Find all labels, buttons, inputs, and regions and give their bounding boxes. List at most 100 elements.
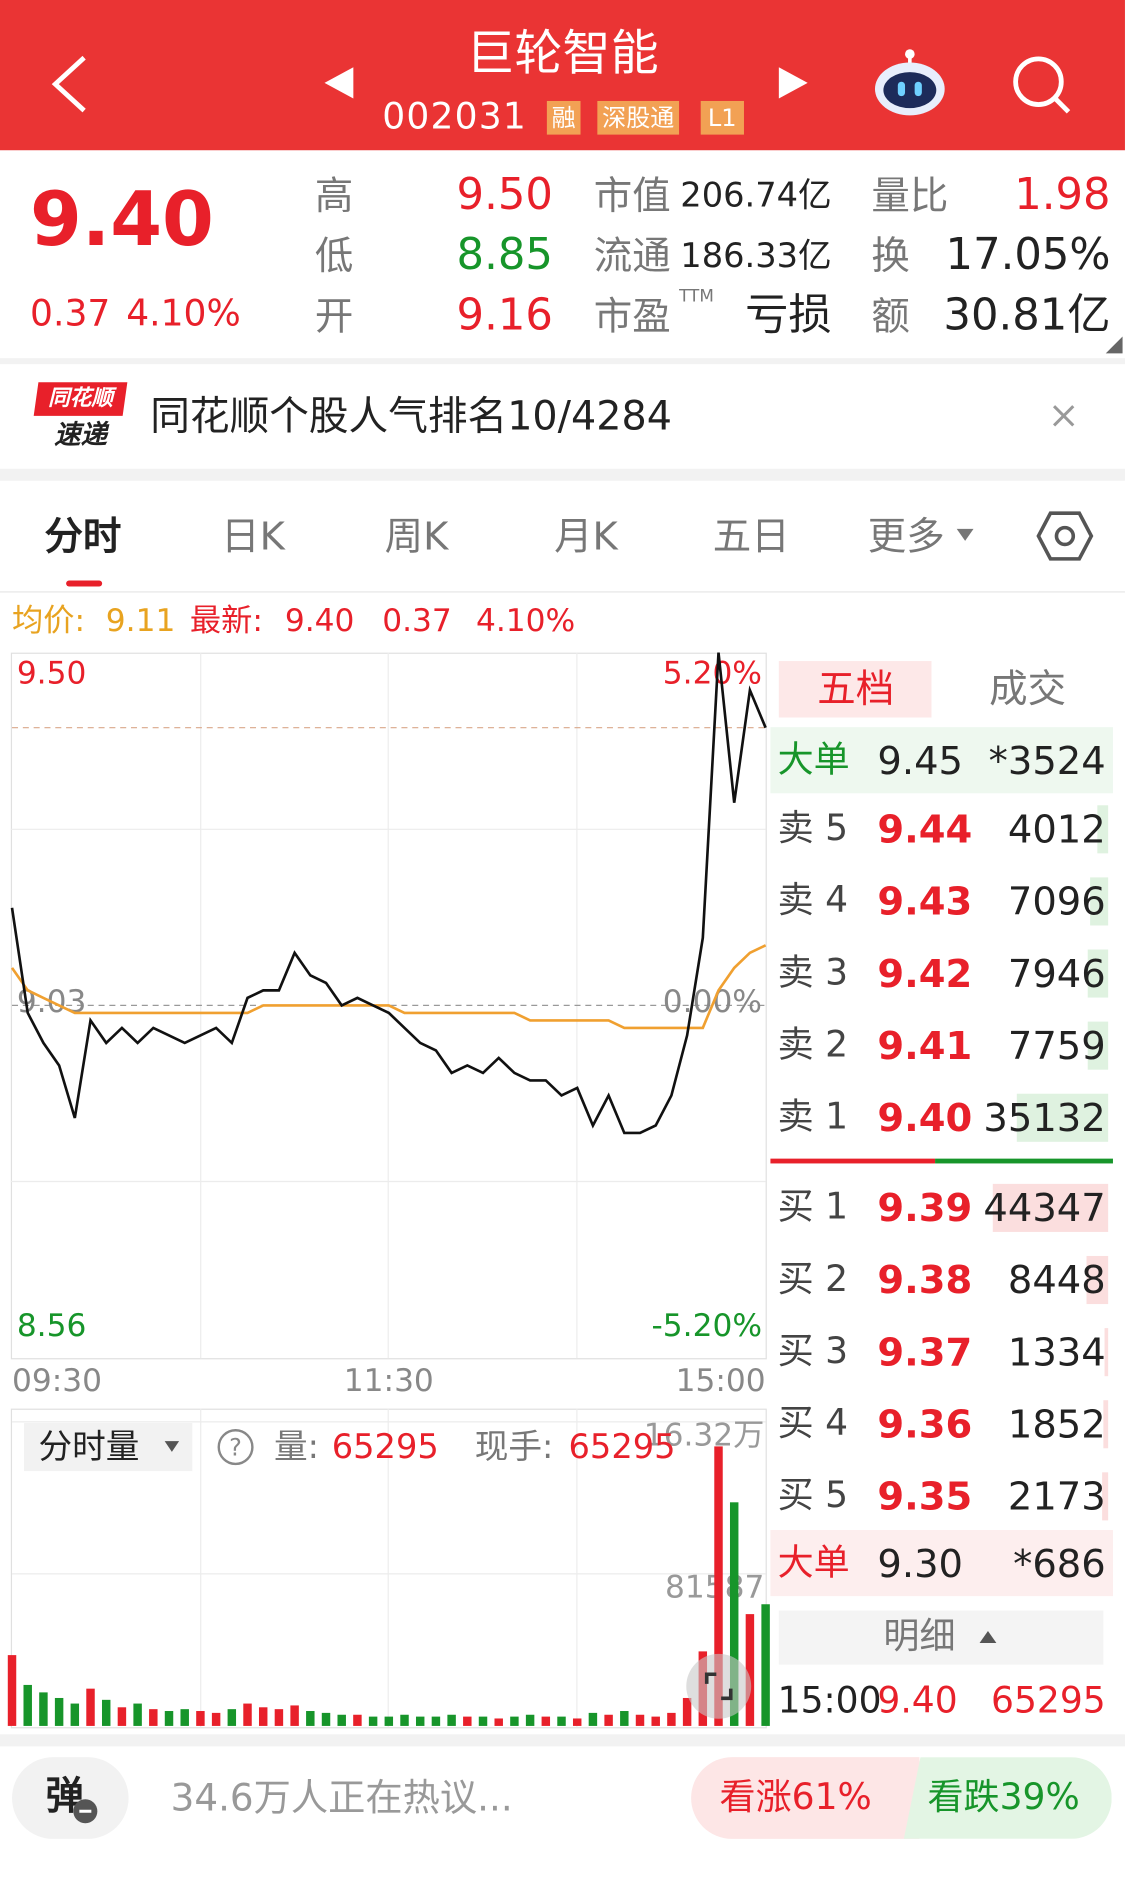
volume-bar — [290, 1705, 299, 1726]
help-icon[interactable]: ? — [216, 1428, 254, 1466]
x-tick-label: 11:30 — [344, 1363, 434, 1399]
book-label: 买 3 — [777, 1330, 849, 1373]
stat-value: 亏损 — [745, 290, 832, 341]
banner-text[interactable]: 同花顺个股人气排名10/4284 — [150, 392, 672, 440]
volume-bar — [117, 1707, 127, 1726]
volume-bar — [1104, 1328, 1109, 1377]
book-volume: 2173 — [1007, 1473, 1106, 1520]
divider — [0, 358, 1125, 365]
bear-label[interactable]: 看跌39% — [927, 1776, 1080, 1819]
stat-label: 低 — [314, 233, 354, 279]
latest-label: 最新: — [189, 603, 263, 640]
fullscreen-button[interactable] — [685, 1653, 752, 1720]
volume-bar — [510, 1716, 519, 1726]
volume-bar — [651, 1716, 660, 1726]
volume-label: 量: — [274, 1426, 320, 1467]
divider — [0, 591, 1125, 593]
volume-bar — [604, 1714, 613, 1726]
y-tick-label: 8.56 — [17, 1308, 87, 1344]
y-tick-label: 16.32万 — [644, 1417, 765, 1453]
tag: 深股通 — [597, 100, 680, 135]
book-tab[interactable]: 五档 — [817, 665, 895, 712]
expand-corner[interactable] — [1103, 334, 1125, 356]
discussion[interactable]: 34.6万人正在热议... — [170, 1777, 513, 1821]
tab[interactable]: 月K — [554, 513, 618, 559]
hand-value: 65295 — [568, 1426, 676, 1467]
book-label: 买 4 — [777, 1402, 849, 1445]
volume-bar — [321, 1712, 331, 1726]
volume-bar — [258, 1707, 268, 1726]
stat-label: 量比 — [871, 173, 949, 219]
stat-value: 17.05% — [945, 230, 1111, 281]
stat-sup: TTM — [679, 287, 714, 307]
book-volume: 4012 — [1007, 806, 1106, 853]
volume-bar — [557, 1716, 566, 1726]
tab[interactable]: 更多 — [867, 513, 945, 559]
stat-label: 市盈 — [593, 293, 671, 339]
book-price: 9.30 — [877, 1540, 964, 1587]
next-stock[interactable] — [776, 65, 810, 101]
settings-button[interactable] — [1036, 510, 1094, 563]
danmaku-off — [73, 1799, 98, 1824]
change: 0.37 — [30, 293, 111, 336]
stat-label: 开 — [314, 293, 354, 339]
stat-value: 1.98 — [1014, 170, 1111, 220]
help-glyph: ? — [229, 1433, 242, 1461]
stat-value: 8.85 — [456, 230, 553, 281]
book-volume: 7096 — [1007, 878, 1106, 925]
volume-bar — [86, 1688, 95, 1726]
volume-bar — [463, 1716, 472, 1726]
latest-value: 9.40 — [284, 603, 355, 640]
volume-bar — [714, 1446, 723, 1726]
stat-value: 9.50 — [456, 170, 553, 220]
book-volume: *3524 — [988, 737, 1106, 784]
tab[interactable]: 五日 — [712, 513, 790, 559]
tab[interactable]: 日K — [221, 513, 285, 559]
chart-frame — [10, 652, 767, 1360]
tab[interactable]: 分时 — [44, 513, 122, 559]
latest-change: 0.37 — [382, 603, 452, 640]
volume-bar — [196, 1711, 205, 1726]
book-price: 9.39 — [877, 1185, 973, 1231]
prev-stock[interactable] — [322, 65, 356, 101]
trade-price: 9.40 — [877, 1680, 958, 1723]
volume-bar — [494, 1718, 503, 1726]
stat-label: 额 — [871, 293, 910, 339]
book-price: 9.43 — [877, 878, 973, 925]
volume-bar — [368, 1716, 378, 1726]
book-label: 买 1 — [777, 1186, 849, 1229]
volume-selector[interactable] — [24, 1423, 193, 1472]
close-banner[interactable] — [1050, 403, 1076, 429]
dropdown-arrow — [164, 1441, 180, 1452]
dropdown-arrow — [956, 528, 974, 541]
volume-bar — [729, 1502, 739, 1726]
logo-text: 同花顺 — [48, 385, 113, 412]
robot-icon[interactable] — [873, 48, 948, 120]
y2-tick-label: 5.20% — [663, 655, 762, 691]
x-tick-label: 09:30 — [12, 1363, 102, 1399]
volume-bar — [745, 1614, 755, 1726]
bear-button[interactable] — [903, 1757, 1112, 1839]
volume-bar — [243, 1703, 252, 1726]
tab[interactable]: 周K — [384, 513, 449, 559]
volume-bar — [588, 1712, 598, 1726]
volume-bar — [1087, 949, 1109, 998]
book-label: 买 2 — [777, 1258, 849, 1301]
price: 9.40 — [30, 175, 214, 264]
volume-bar — [1089, 877, 1109, 926]
volume-bar — [164, 1711, 174, 1726]
book-tab[interactable]: 成交 — [989, 665, 1067, 712]
danmaku-button[interactable] — [12, 1757, 129, 1839]
volume-mode[interactable]: 分时量 — [38, 1426, 140, 1467]
back-button[interactable] — [46, 50, 94, 117]
volume-bar — [478, 1716, 488, 1726]
detail-label[interactable]: 明细 — [883, 1615, 956, 1658]
bull-label[interactable]: 看涨61% — [719, 1776, 872, 1819]
volume-bar — [682, 1697, 692, 1726]
volume-bar — [1103, 1400, 1109, 1449]
detail-button[interactable] — [778, 1610, 1104, 1665]
volume-bar — [525, 1714, 535, 1726]
search-button[interactable] — [1010, 53, 1072, 115]
bull-button[interactable] — [691, 1757, 920, 1839]
book-price: 9.38 — [877, 1257, 973, 1303]
